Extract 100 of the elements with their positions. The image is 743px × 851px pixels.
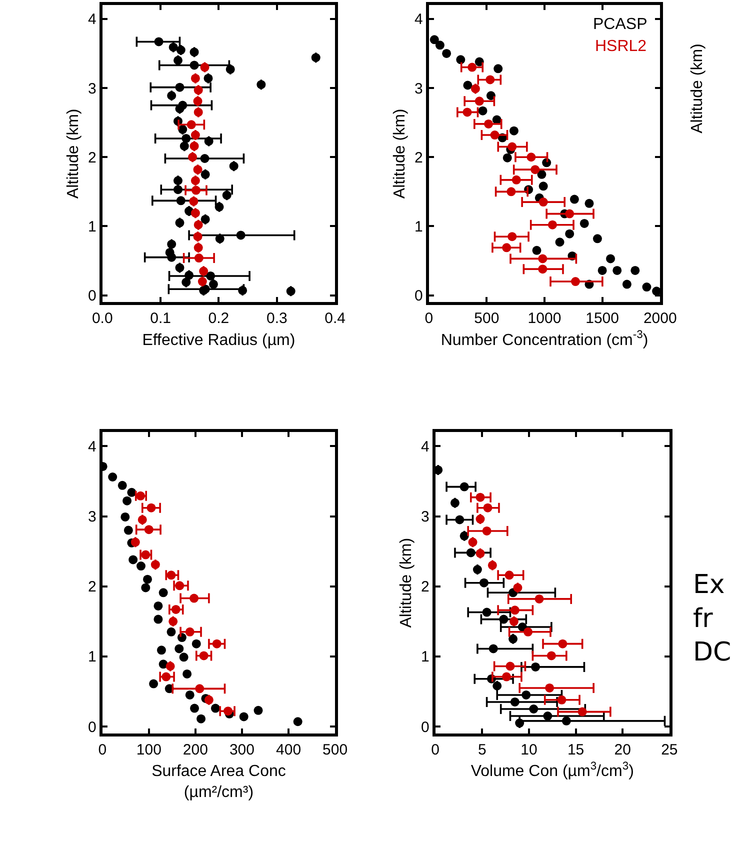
point	[512, 175, 521, 184]
point	[226, 64, 235, 74]
point	[555, 238, 564, 247]
x-tick-label: 500	[474, 310, 500, 328]
x-tick-label: 2000	[643, 310, 677, 328]
point	[182, 278, 191, 287]
point	[524, 627, 533, 636]
y-axis-title: Altitude (km)	[391, 108, 408, 199]
point	[204, 136, 214, 146]
point	[158, 588, 168, 598]
point	[190, 48, 199, 57]
point	[532, 246, 542, 255]
text: Altitude (km)	[688, 44, 706, 134]
point	[186, 120, 196, 130]
point	[538, 254, 548, 264]
x-axis-title: Surface Area Conc (µm²/cm³)	[152, 763, 286, 802]
point	[214, 202, 224, 212]
y-tick-label: 2	[88, 578, 96, 596]
point	[584, 198, 594, 208]
point	[256, 80, 266, 90]
x-axis-title: Effective Radius (µm)	[142, 332, 296, 349]
y-axis-title: Altitude (km)	[398, 538, 415, 628]
point	[190, 594, 199, 603]
x-tick-label: 10	[520, 742, 538, 759]
x-tick-label: 1500	[586, 310, 619, 328]
point	[146, 503, 156, 512]
point	[175, 263, 184, 272]
x-axis-title: Volume Con (µm$^{3}$/cm$^{3}$)	[470, 760, 634, 780]
point	[185, 690, 194, 700]
x-tick-label: 0.4	[324, 310, 346, 328]
point	[460, 482, 469, 492]
point	[502, 672, 511, 682]
point	[642, 282, 652, 292]
point	[143, 574, 152, 584]
point	[128, 555, 138, 564]
text: Ex fr DC	[693, 570, 732, 668]
point	[570, 277, 580, 286]
y-tick-label: 1	[88, 218, 96, 236]
point	[565, 229, 574, 238]
point	[154, 614, 163, 624]
text: HSRL2	[595, 38, 647, 55]
point	[206, 271, 216, 280]
point	[455, 515, 464, 524]
point	[442, 48, 452, 58]
point	[178, 124, 188, 134]
point	[149, 679, 158, 688]
point	[606, 254, 616, 264]
point	[229, 162, 238, 171]
point	[499, 614, 508, 624]
point	[530, 165, 540, 174]
point	[180, 142, 189, 151]
point	[474, 57, 484, 66]
point	[108, 472, 118, 482]
point	[510, 606, 520, 615]
point	[154, 37, 164, 46]
x-tick-label: 25	[661, 742, 678, 759]
x-tick-label: 400	[276, 742, 302, 759]
point	[118, 480, 127, 490]
x-tick-label: 1000	[528, 310, 562, 328]
point	[510, 697, 520, 706]
x-tick-label: 15	[567, 742, 584, 759]
y-tick-label: 4	[414, 11, 423, 28]
point	[293, 717, 302, 726]
point	[545, 683, 554, 692]
point	[466, 548, 476, 558]
point	[463, 80, 472, 90]
x-tick-label: 5	[478, 742, 486, 759]
point	[558, 639, 568, 648]
point	[127, 488, 136, 497]
point	[150, 560, 160, 570]
point	[175, 218, 184, 228]
point	[502, 243, 512, 252]
point	[509, 616, 518, 626]
point	[120, 512, 130, 522]
point	[192, 639, 201, 648]
point	[612, 266, 622, 275]
point	[168, 616, 178, 626]
point	[156, 646, 166, 655]
point	[144, 525, 154, 534]
point	[141, 583, 150, 592]
point	[578, 707, 587, 716]
x-tick-label: 0.0	[92, 310, 113, 328]
point	[208, 280, 218, 289]
point	[182, 669, 192, 678]
point	[529, 704, 538, 714]
point	[174, 176, 182, 186]
point	[136, 562, 146, 571]
y-tick-label: 4	[420, 438, 430, 456]
x-tick-label: 0.1	[150, 310, 171, 328]
point	[167, 91, 176, 100]
point	[522, 690, 531, 700]
point	[456, 55, 466, 64]
x-tick-label: 0.3	[266, 310, 288, 328]
point	[476, 548, 485, 558]
point	[538, 198, 548, 207]
point	[239, 712, 248, 722]
point	[468, 538, 478, 547]
x-axis-title: Number Concentration (cm$^{-3}$)	[440, 329, 648, 349]
point	[562, 716, 571, 726]
point	[484, 119, 494, 128]
